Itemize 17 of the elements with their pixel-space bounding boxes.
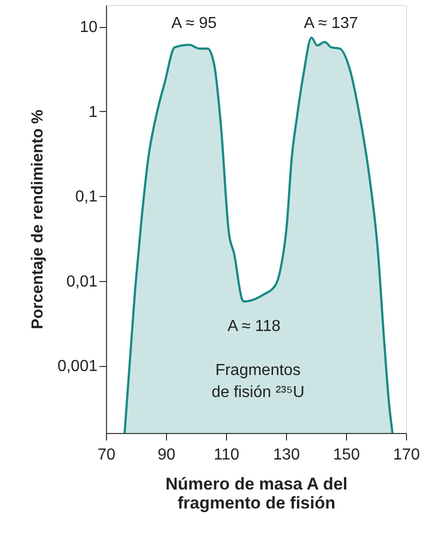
y-axis-title: Porcentaje de rendimiento % <box>29 110 46 330</box>
x-tick-label: 150 <box>333 446 360 464</box>
annotation: A ≈ 118 <box>228 318 281 335</box>
y-tick-label: 0,1 <box>75 188 98 206</box>
x-tick-label: 110 <box>214 446 240 464</box>
x-tick-label: 170 <box>393 446 420 464</box>
x-tick-label: 130 <box>273 446 300 464</box>
annotation: A ≈ 95 <box>171 15 217 32</box>
y-tick-label: 0,001 <box>57 358 98 376</box>
y-tick-label: 10 <box>80 19 98 36</box>
x-axis-title: Número de masa A del fragmento de fisión <box>165 474 348 512</box>
y-tick-label: 1 <box>88 104 98 121</box>
annotation: Fragmentos de fisión ²³⁵U <box>212 362 304 401</box>
annotation: A ≈ 137 <box>304 15 358 32</box>
x-tick-label: 90 <box>158 446 176 464</box>
x-tick-label: 70 <box>98 446 116 464</box>
y-tick-label: 0,01 <box>66 273 98 290</box>
